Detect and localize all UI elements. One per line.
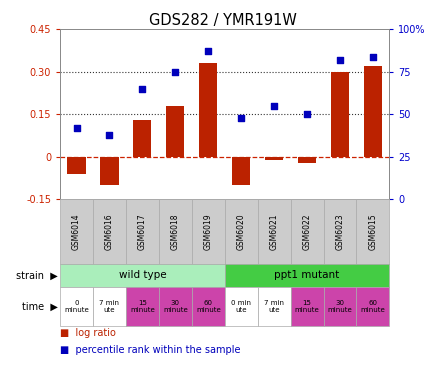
Bar [225,287,258,326]
Text: GSM6018: GSM6018 [171,213,180,250]
Bar [291,199,324,264]
Bar [60,199,93,264]
Text: time  ▶: time ▶ [22,302,58,311]
Point [73,125,80,131]
Point [369,53,376,59]
Text: GSM6021: GSM6021 [270,213,279,250]
Text: GSM6016: GSM6016 [105,213,114,250]
Text: wild type: wild type [118,270,166,280]
Bar [232,157,250,185]
Bar [93,199,126,264]
Text: ■  log ratio: ■ log ratio [60,328,116,338]
Text: 0 min
ute: 0 min ute [231,300,251,313]
Bar [159,287,192,326]
Point [271,103,278,109]
Bar [93,287,126,326]
Point [303,111,311,117]
Point [238,115,245,121]
Bar [166,106,184,157]
Text: GSM6015: GSM6015 [368,213,377,250]
Text: GSM6023: GSM6023 [336,213,344,250]
Bar [60,287,93,326]
Text: GSM6022: GSM6022 [303,213,312,250]
Bar [324,287,356,326]
Text: 7 min
ute: 7 min ute [264,300,284,313]
Text: ppt1 mutant: ppt1 mutant [275,270,340,280]
Bar [126,287,159,326]
Bar [258,199,291,264]
Point [106,132,113,138]
Text: 60
minute: 60 minute [196,300,221,313]
Bar [159,199,192,264]
Text: GSM6020: GSM6020 [237,213,246,250]
Text: GSM6019: GSM6019 [204,213,213,250]
Bar [324,199,356,264]
Bar [101,157,118,185]
Bar [68,157,85,174]
Text: 7 min
ute: 7 min ute [100,300,119,313]
Bar [356,287,389,326]
Bar [356,199,389,264]
Bar [126,199,159,264]
Text: GSM6014: GSM6014 [72,213,81,250]
Text: GDS282 / YMR191W: GDS282 / YMR191W [149,13,296,28]
Bar [225,199,258,264]
Point [172,69,179,75]
Text: 60
minute: 60 minute [360,300,385,313]
Text: 0
minute: 0 minute [64,300,89,313]
Bar [60,264,225,287]
Text: GSM6017: GSM6017 [138,213,147,250]
Text: 15
minute: 15 minute [130,300,155,313]
Point [205,48,212,54]
Bar [331,72,349,157]
Bar [134,120,151,157]
Bar [192,199,225,264]
Bar [225,264,389,287]
Text: ■  percentile rank within the sample: ■ percentile rank within the sample [60,345,241,355]
Bar [265,157,283,160]
Text: 30
minute: 30 minute [163,300,188,313]
Point [336,57,344,63]
Point [139,86,146,92]
Bar [291,287,324,326]
Bar [258,287,291,326]
Text: 15
minute: 15 minute [295,300,320,313]
Text: strain  ▶: strain ▶ [16,270,58,280]
Bar [192,287,225,326]
Text: 30
minute: 30 minute [328,300,352,313]
Bar [364,66,382,157]
Bar [298,157,316,163]
Bar [199,63,217,157]
